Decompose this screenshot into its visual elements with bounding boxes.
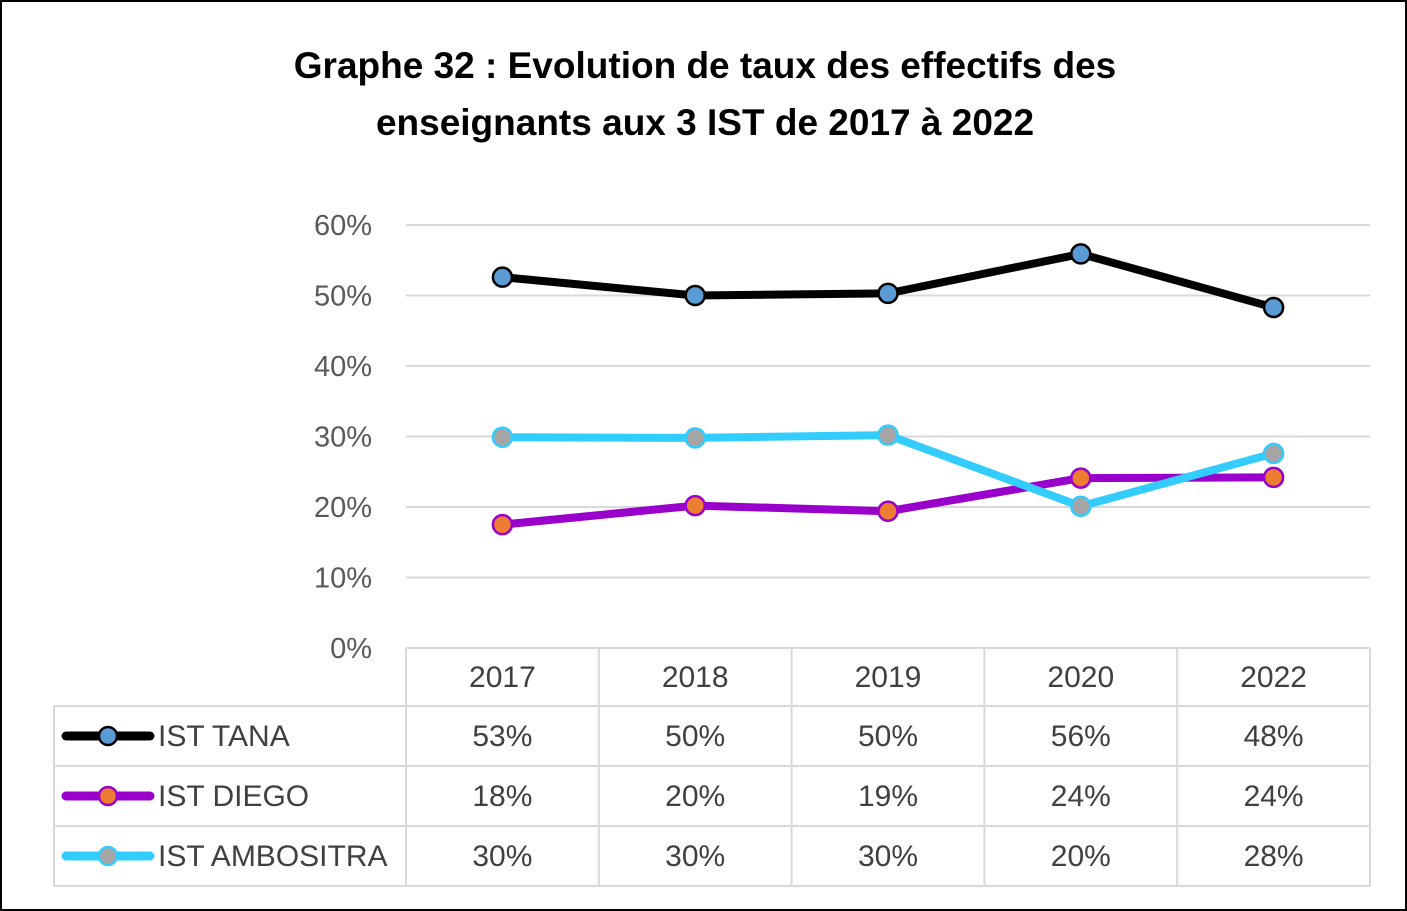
x-category-label: 2020 bbox=[1047, 661, 1114, 694]
data-point bbox=[877, 282, 899, 305]
series-lines bbox=[491, 243, 1285, 536]
data-table-value: 30% bbox=[665, 840, 725, 873]
data-table-value: 28% bbox=[1244, 840, 1304, 873]
data-table-value: 56% bbox=[1051, 720, 1111, 753]
data-table-value: 24% bbox=[1244, 780, 1304, 813]
data-point bbox=[1070, 243, 1092, 265]
data-table-value: 53% bbox=[472, 720, 532, 753]
data-table-value: 50% bbox=[858, 720, 918, 753]
data-table-value: 19% bbox=[858, 780, 918, 813]
chart-title-line-2: enseignants aux 3 IST de 2017 à 2022 bbox=[376, 102, 1034, 143]
y-tick-label: 20% bbox=[314, 492, 372, 524]
y-tick-label: 40% bbox=[314, 351, 372, 383]
x-category-label: 2022 bbox=[1240, 661, 1307, 694]
legend-key-marker bbox=[97, 785, 119, 807]
legend-series-name: IST DIEGO bbox=[158, 780, 309, 813]
y-tick-label: 10% bbox=[314, 563, 372, 595]
data-point bbox=[1262, 296, 1285, 319]
y-tick-label: 60% bbox=[314, 210, 372, 242]
data-table-value: 50% bbox=[665, 720, 725, 753]
data-point bbox=[491, 426, 514, 448]
legend-series-name: IST TANA bbox=[158, 720, 290, 753]
data-point bbox=[1070, 467, 1092, 489]
data-point bbox=[491, 266, 514, 288]
data-table-value: 30% bbox=[858, 840, 918, 873]
data-point bbox=[491, 513, 514, 536]
data-table-value: 24% bbox=[1051, 780, 1111, 813]
data-table-value: 20% bbox=[665, 780, 725, 813]
x-category-label: 2018 bbox=[662, 661, 729, 694]
y-tick-label: 30% bbox=[314, 422, 372, 454]
legend-key-marker bbox=[97, 845, 119, 867]
y-axis: 0% 10% 20% 30% 40% 50% 60% bbox=[314, 210, 372, 665]
x-category-label: 2017 bbox=[469, 661, 536, 694]
data-point bbox=[684, 427, 706, 449]
data-point bbox=[684, 494, 706, 517]
data-point bbox=[684, 284, 706, 307]
data-table-value: 30% bbox=[472, 840, 532, 873]
y-tick-label: 0% bbox=[330, 633, 372, 665]
x-category-label: 2019 bbox=[855, 661, 922, 694]
y-tick-label: 50% bbox=[314, 281, 372, 313]
data-point bbox=[877, 500, 899, 522]
data-table-value: 48% bbox=[1244, 720, 1304, 753]
data-table-value: 20% bbox=[1051, 840, 1111, 873]
data-point bbox=[1070, 495, 1092, 518]
chart-title-line-1: Graphe 32 : Evolution de taux des effect… bbox=[294, 45, 1116, 86]
data-table: 2017 2018 2019 2020 2022 IST TANA 53% 50% 50% 56%… bbox=[53, 647, 1371, 887]
data-table-value: 18% bbox=[472, 780, 532, 813]
data-point bbox=[1262, 466, 1285, 489]
legend-key-marker bbox=[97, 725, 119, 747]
data-point bbox=[1262, 442, 1285, 465]
data-point bbox=[877, 424, 899, 446]
legend-series-name: IST AMBOSITRA bbox=[158, 840, 388, 873]
